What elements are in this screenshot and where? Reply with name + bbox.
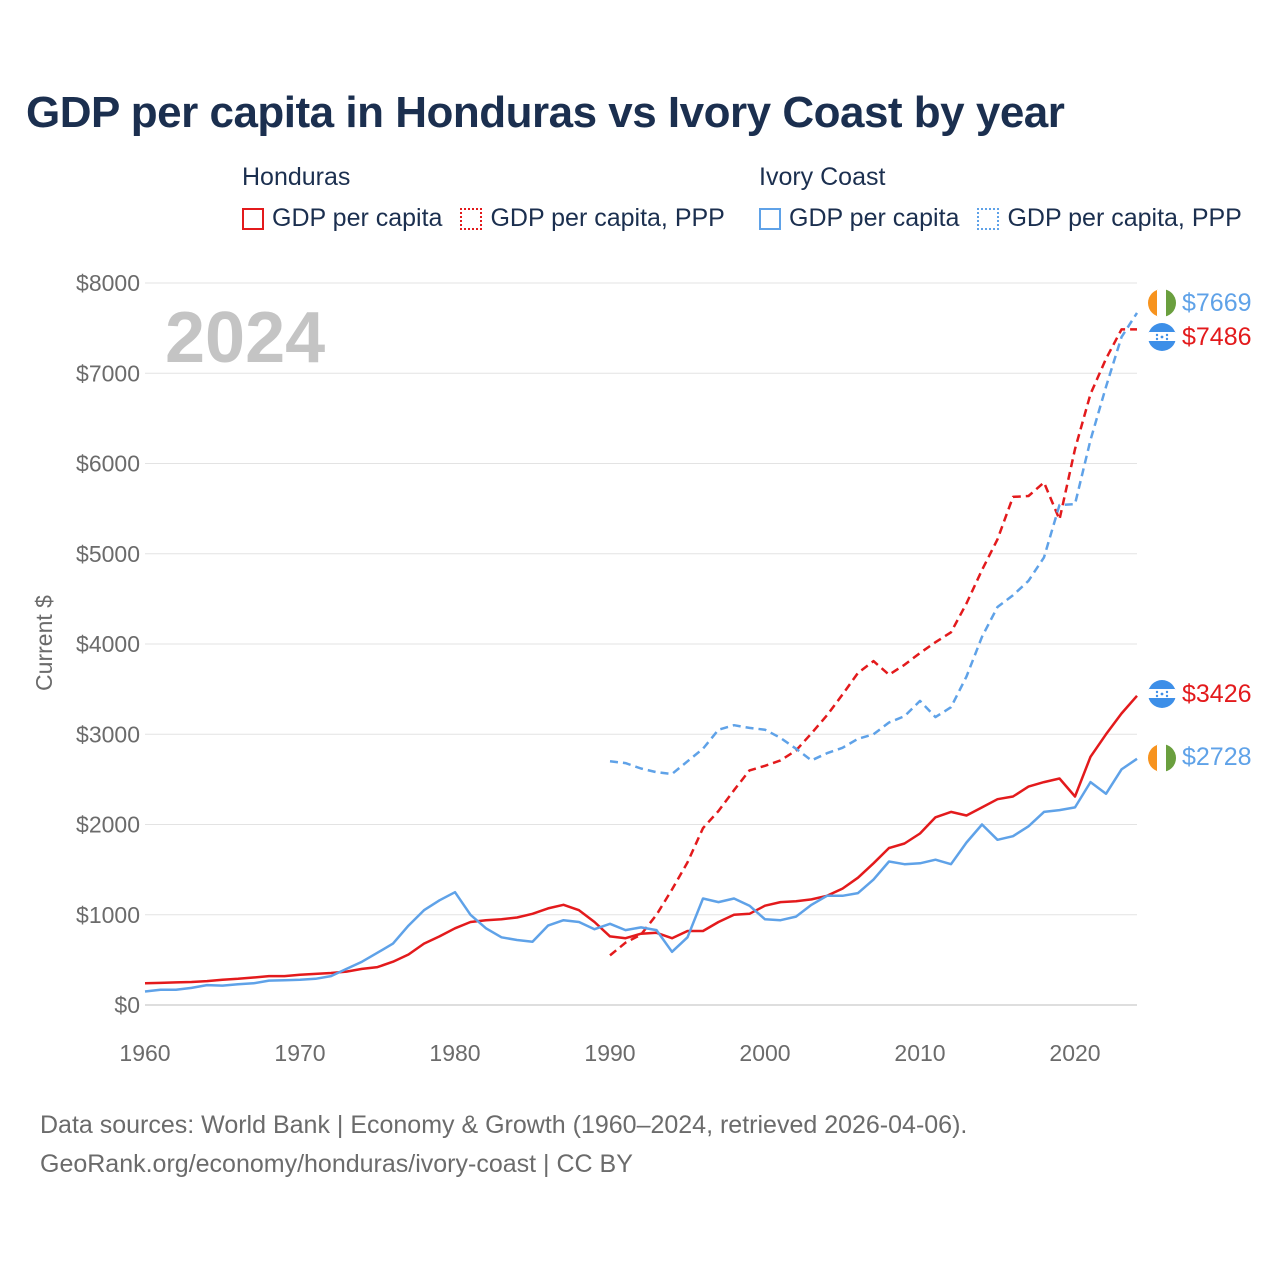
legend-label-ivory-ppp: GDP per capita, PPP [1007,204,1242,232]
x-tick-label: 2000 [739,1040,790,1066]
x-tick-label: 1960 [119,1040,170,1066]
line-chart: 2024 $0 $1000 $2000 $3000 $4000 $5000 $6000 $70… [31,270,1252,1066]
grid-lines [145,282,1137,1006]
year-watermark: 2024 [165,298,325,378]
footer-url: GeoRank.org/economy/honduras/ivory-coast… [40,1150,633,1178]
end-label-ivory-gdp: $2728 [1182,743,1252,771]
series-line-honduras-gdp-per-capita [144,694,1138,985]
end-label-ivory-ppp: $7669 [1182,289,1252,317]
y-axis-label: Current $ [31,595,57,691]
legend-item-ivory-ppp[interactable]: GDP per capita, PPP [977,204,1242,233]
legend-swatch-honduras-ppp [460,207,483,230]
x-tick-label: 1980 [429,1040,480,1066]
series-lines [144,312,1139,993]
legend-ivory-coast: Ivory Coast GDP per capita GDP per capit… [759,160,1260,233]
chart-title: GDP per capita in Honduras vs Ivory Coas… [26,88,1065,137]
y-tick-label: $4000 [76,631,140,657]
ivory-coast-flag-icon [1148,744,1176,772]
ivory-coast-flag-icon [1148,289,1176,317]
legend-swatch-honduras-gdp [242,207,264,230]
legend-item-ivory-gdp[interactable]: GDP per capita [759,204,959,233]
series-line-ivory-coast-gdp-per-capita [144,757,1138,993]
y-axis: $0 $1000 $2000 $3000 $4000 $5000 $6000 $7000 $80… [76,270,140,1018]
x-tick-label: 1970 [274,1040,325,1066]
legend-swatch-ivory-gdp [759,207,781,230]
legend-group-name-honduras: Honduras [242,163,351,191]
y-tick-label: $7000 [76,360,140,386]
end-label-honduras-ppp: $7486 [1182,323,1252,351]
y-tick-label: $2000 [76,812,140,838]
series-line-ivory-coast-gdp-per-capita-ppp [609,312,1139,776]
legend-item-honduras-ppp[interactable]: GDP per capita, PPP [460,204,725,233]
footer: Data sources: World Bank | Economy & Gro… [40,1106,967,1184]
y-tick-label: $3000 [76,721,140,747]
x-tick-label: 2020 [1049,1040,1100,1066]
x-tick-label: 1990 [584,1040,635,1066]
y-tick-label: $8000 [76,270,140,296]
y-tick-label: $5000 [76,541,140,567]
legend-label-honduras-gdp: GDP per capita [272,204,443,232]
honduras-flag-icon [1148,323,1176,351]
y-tick-label: $6000 [76,451,140,477]
end-label-honduras-gdp: $3426 [1182,680,1252,708]
legend-label-ivory-gdp: GDP per capita [789,204,960,232]
legend-item-honduras-gdp[interactable]: GDP per capita [242,204,442,233]
y-tick-label: $0 [114,992,140,1018]
legend-label-honduras-ppp: GDP per capita, PPP [490,204,725,232]
x-tick-label: 2010 [894,1040,945,1066]
y-tick-label: $1000 [76,902,140,928]
legend-group-name-ivory-coast: Ivory Coast [759,163,886,191]
series-line-honduras-gdp-per-capita-ppp [609,328,1137,957]
x-axis: 1960 1970 1980 1990 2000 2010 2020 [119,1040,1100,1066]
honduras-flag-icon [1148,680,1176,708]
legend-swatch-ivory-ppp [977,207,1000,230]
legend-honduras: Honduras GDP per capita GDP per capita, … [242,160,743,233]
footer-sources: Data sources: World Bank | Economy & Gro… [40,1111,968,1139]
